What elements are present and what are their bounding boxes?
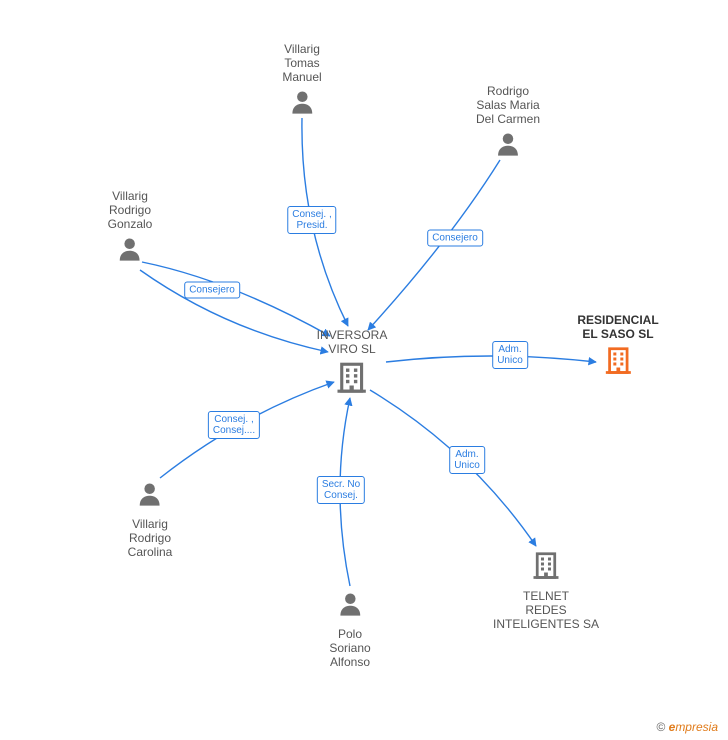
building-icon [531, 550, 561, 580]
node-icon [335, 360, 369, 399]
node-villarig_carolina[interactable]: VillarigRodrigoCarolina [128, 480, 173, 559]
edge-label-e-carolina[interactable]: Consej. ,Consej.... [208, 411, 260, 439]
building-icon [335, 360, 369, 394]
node-label: VillarigRodrigoGonzalo [108, 189, 153, 231]
person-icon [136, 480, 164, 508]
node-villarig_gonzalo[interactable]: VillarigRodrigoGonzalo [108, 189, 153, 268]
building-icon [603, 345, 633, 375]
edge-label-e-tomas[interactable]: Consej. ,Presid. [287, 206, 336, 234]
node-residencial[interactable]: RESIDENCIALEL SASO SL [577, 313, 658, 380]
diagram-canvas: INVERSORAVIRO SL VillarigTomasManuel Rod… [0, 0, 728, 740]
person-icon [336, 590, 364, 618]
node-label: RodrigoSalas MariaDel Carmen [476, 84, 540, 126]
person-icon [288, 88, 316, 116]
brand-name: empresia [669, 720, 718, 734]
node-label: TELNETREDESINTELIGENTES SA [493, 589, 599, 631]
edge-e-residencial [386, 356, 596, 362]
node-label: PoloSorianoAlfonso [329, 627, 370, 669]
edge-label-e-gonzalo-1[interactable]: Consejero [184, 282, 240, 299]
node-icon [288, 88, 316, 121]
node-icon [116, 235, 144, 268]
node-villarig_tomas[interactable]: VillarigTomasManuel [282, 42, 321, 121]
footer-credit: © empresia [656, 720, 718, 734]
node-center[interactable]: INVERSORAVIRO SL [317, 328, 388, 399]
edge-label-e-residencial[interactable]: Adm.Unico [492, 341, 528, 369]
node-label: RESIDENCIALEL SASO SL [577, 313, 658, 341]
node-rodrigo_salas[interactable]: RodrigoSalas MariaDel Carmen [476, 84, 540, 163]
edge-e-gonzalo-1 [142, 262, 330, 336]
person-icon [116, 235, 144, 263]
node-telnet[interactable]: TELNETREDESINTELIGENTES SA [493, 550, 599, 631]
person-icon [494, 130, 522, 158]
node-icon [136, 480, 164, 513]
node-label: VillarigRodrigoCarolina [128, 517, 173, 559]
edge-label-e-telnet[interactable]: Adm.Unico [449, 446, 485, 474]
node-icon [494, 130, 522, 163]
node-label: INVERSORAVIRO SL [317, 328, 388, 356]
node-polo_soriano[interactable]: PoloSorianoAlfonso [329, 590, 370, 669]
node-label: VillarigTomasManuel [282, 42, 321, 84]
edge-label-e-salas[interactable]: Consejero [427, 230, 483, 247]
node-icon [336, 590, 364, 623]
node-icon [531, 550, 561, 585]
node-icon [603, 345, 633, 380]
edge-label-e-polo[interactable]: Secr. NoConsej. [317, 476, 365, 504]
copyright-symbol: © [656, 720, 665, 734]
